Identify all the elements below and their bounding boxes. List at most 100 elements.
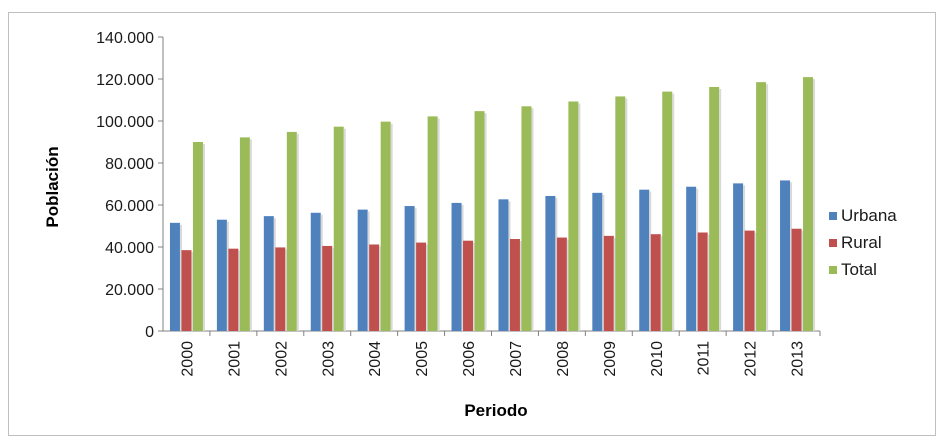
bar-urbana-2009 [592,192,603,331]
bar-rural-2011-shadow [707,234,710,331]
legend-label-urbana: Urbana [841,206,897,225]
bar-urbana-2010-shadow [649,191,652,331]
bar-urbana-2012 [733,183,744,331]
bar-rural-2012-shadow [754,232,757,331]
bar-total-2010-shadow [672,93,675,331]
bar-total-2006 [474,111,485,331]
bar-total-2012-shadow [766,84,769,332]
y-tick-label: 80.000 [105,156,154,173]
bar-rural-2001-shadow [238,250,241,331]
bar-urbana-2013-shadow [790,182,793,331]
bar-total-2010 [662,91,673,331]
legend-label-total: Total [841,260,877,279]
bar-rural-2006-shadow [473,242,476,331]
y-tick-label: 100.000 [96,114,154,131]
bar-rural-2007 [509,239,520,331]
bar-total-2002-shadow [296,133,299,331]
bar-urbana-2000-shadow [179,224,182,331]
bar-total-2006-shadow [484,113,487,331]
bar-total-2011 [709,86,720,331]
bar-total-2009-shadow [625,98,628,332]
bar-urbana-2011-shadow [696,188,699,331]
bar-rural-2002 [275,247,286,331]
x-tick-label: 2012 [743,341,760,377]
x-tick-label: 2009 [602,341,619,377]
bar-total-2005-shadow [437,118,440,331]
bar-urbana-2005 [404,206,415,331]
y-tick-label: 60.000 [105,198,154,215]
bar-urbana-2010 [639,189,650,331]
bar-rural-2009 [603,235,614,331]
bar-total-2008-shadow [578,103,581,331]
bar-urbana-2007-shadow [508,201,511,331]
x-tick-label: 2001 [226,341,243,377]
bar-rural-2003 [322,245,333,331]
legend-label-rural: Rural [841,233,882,252]
legend-swatch-total [829,266,837,274]
bar-urbana-2002 [263,216,274,331]
bar-rural-2003-shadow [332,247,335,331]
legend-swatch-rural [829,239,837,247]
x-axis-title: Periodo [464,401,527,420]
bar-urbana-2001-shadow [226,221,229,331]
bar-total-2013 [803,77,814,331]
bar-rural-2000 [181,250,192,331]
bar-urbana-2002-shadow [273,218,276,331]
bar-total-2012 [756,82,767,332]
bar-urbana-2003-shadow [320,214,323,331]
bar-urbana-2013 [780,180,791,331]
bar-total-2005 [427,116,438,331]
bar-rural-2010 [650,234,661,331]
x-tick-label: 2008 [555,341,572,377]
x-tick-label: 2013 [790,341,807,377]
bar-total-2003 [333,126,344,331]
y-tick-label: 40.000 [105,240,154,257]
x-tick-label: 2002 [273,341,290,377]
x-tick-label: 2005 [414,341,431,377]
bar-rural-2012 [744,230,755,331]
bar-urbana-2001 [216,219,227,331]
bar-rural-2004-shadow [379,246,382,331]
bar-urbana-2006 [451,202,462,331]
bar-rural-2010-shadow [660,236,663,331]
y-axis-title: Población [43,146,62,227]
bar-urbana-2008-shadow [555,197,558,331]
bar-rural-2002-shadow [285,249,288,331]
bar-urbana-2011 [686,186,697,331]
plot-area: 0 20.000 40.000 60.000 80.000 100.000 120.000 1… [96,30,821,377]
x-tick-label: 2004 [367,341,384,377]
bar-total-2007 [521,106,532,331]
bar-rural-2007-shadow [519,241,522,331]
bar-rural-2013 [791,228,802,331]
bar-total-2013-shadow [813,79,816,331]
bar-rural-2005-shadow [426,244,429,331]
bar-total-2004 [380,121,391,331]
bar-urbana-2004 [357,209,368,331]
bar-total-2009 [615,96,626,332]
bar-rural-2004 [369,244,380,331]
bar-rural-2008 [556,237,567,331]
bar-urbana-2003 [310,212,321,331]
legend: Urbana Rural Total [829,206,897,279]
bar-total-2007-shadow [531,108,534,331]
x-tick-label: 2003 [320,341,337,377]
bar-total-2000 [192,142,203,331]
bar-rural-2013-shadow [801,230,804,331]
bar-total-2002 [286,131,297,331]
legend-swatch-urbana [829,212,837,220]
bar-urbana-2004-shadow [367,211,370,331]
y-tick-label: 20.000 [105,282,154,299]
bar-rural-2000-shadow [191,252,194,331]
bar-total-2000-shadow [202,144,205,331]
x-tick-label: 2010 [649,341,666,377]
bar-total-2001-shadow [249,139,252,331]
x-tick-label: 2007 [508,341,525,377]
x-tick-label: 2000 [179,341,196,377]
bar-urbana-2009-shadow [602,194,605,331]
bar-total-2008 [568,101,579,331]
x-tick-label: 2011 [696,341,713,376]
bar-rural-2009-shadow [613,237,616,331]
bar-total-2011-shadow [719,88,722,331]
bar-total-2001 [239,137,250,331]
